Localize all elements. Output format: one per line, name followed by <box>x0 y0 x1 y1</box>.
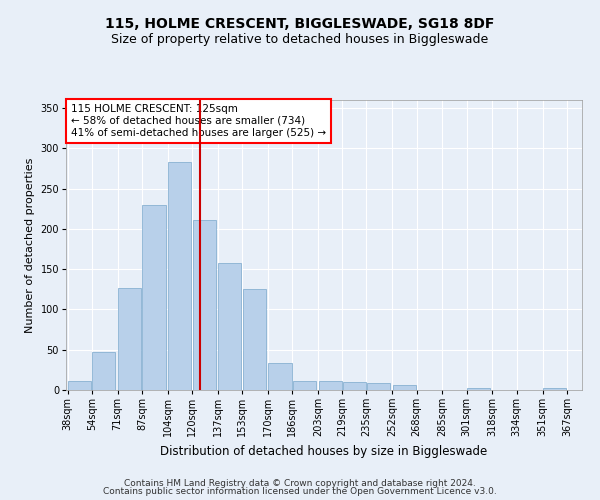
Bar <box>142 204 166 390</box>
Bar <box>319 381 341 390</box>
Bar <box>343 382 366 390</box>
Bar <box>467 388 490 390</box>
Text: Contains HM Land Registry data © Crown copyright and database right 2024.: Contains HM Land Registry data © Crown c… <box>124 478 476 488</box>
Bar <box>293 381 316 390</box>
Bar <box>393 385 416 390</box>
Bar <box>92 352 115 390</box>
Bar <box>367 383 390 390</box>
Text: Size of property relative to detached houses in Biggleswade: Size of property relative to detached ho… <box>112 32 488 46</box>
Bar <box>543 388 566 390</box>
Text: 115 HOLME CRESCENT: 125sqm
← 58% of detached houses are smaller (734)
41% of sem: 115 HOLME CRESCENT: 125sqm ← 58% of deta… <box>71 104 326 138</box>
Text: 115, HOLME CRESCENT, BIGGLESWADE, SG18 8DF: 115, HOLME CRESCENT, BIGGLESWADE, SG18 8… <box>106 18 494 32</box>
Bar <box>168 162 191 390</box>
Bar <box>268 364 292 390</box>
X-axis label: Distribution of detached houses by size in Biggleswade: Distribution of detached houses by size … <box>160 445 488 458</box>
Bar <box>193 220 215 390</box>
Bar <box>242 288 266 390</box>
Bar <box>118 288 141 390</box>
Bar <box>218 262 241 390</box>
Y-axis label: Number of detached properties: Number of detached properties <box>25 158 35 332</box>
Bar <box>68 381 91 390</box>
Text: Contains public sector information licensed under the Open Government Licence v3: Contains public sector information licen… <box>103 487 497 496</box>
